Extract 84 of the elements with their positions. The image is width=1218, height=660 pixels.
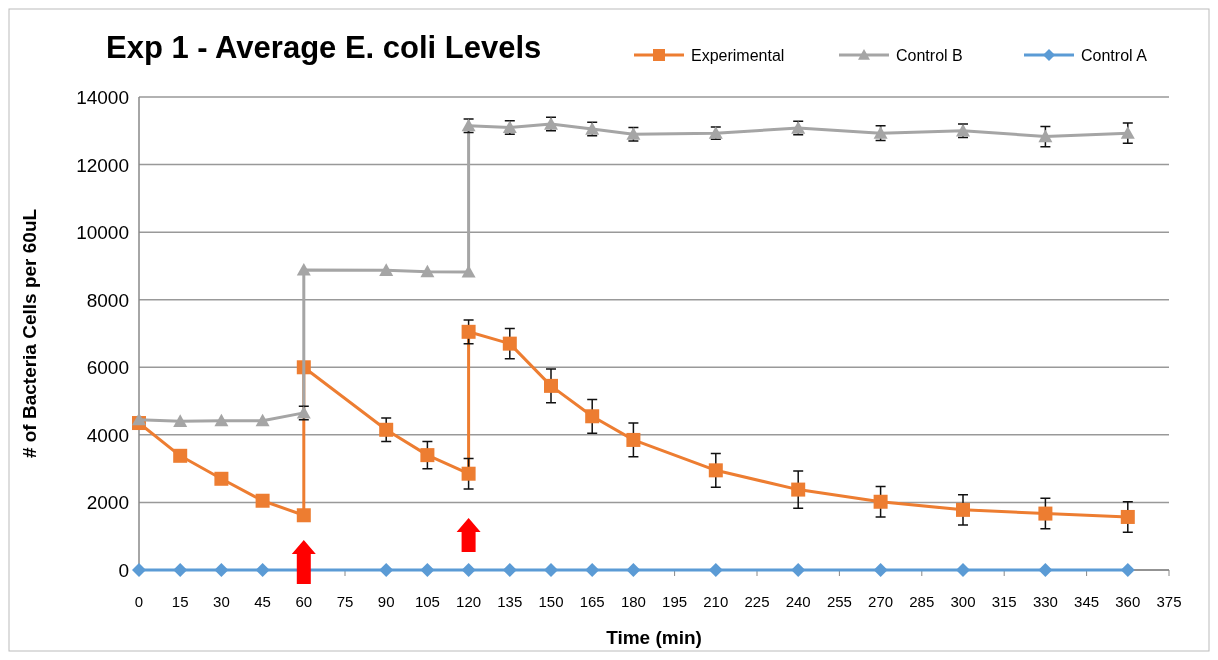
point	[956, 502, 970, 517]
legend-label: Control A	[1081, 47, 1148, 64]
point	[214, 471, 229, 486]
x-tick-label: 345	[1074, 593, 1100, 610]
x-tick-label: 195	[662, 593, 688, 610]
point	[214, 563, 229, 577]
x-tick-label: 135	[497, 593, 523, 610]
point	[461, 265, 476, 278]
point	[544, 378, 558, 393]
point	[296, 262, 311, 276]
x-tick-label: 120	[456, 593, 482, 610]
x-tick-label: 315	[991, 593, 1017, 610]
chart-title: Exp 1 - Average E. coli Levels	[106, 30, 542, 65]
point	[626, 563, 641, 577]
point	[173, 414, 188, 427]
point	[626, 432, 641, 447]
y-axis-title: # of Bacteria Cells per 60uL	[19, 208, 40, 459]
point	[296, 508, 311, 523]
y-tick-label: 0	[118, 560, 129, 581]
y-tick-label: 14000	[76, 87, 129, 108]
point	[420, 448, 435, 463]
point	[255, 563, 270, 577]
point	[461, 466, 476, 481]
point	[379, 422, 394, 437]
point	[1038, 129, 1053, 143]
y-tick-label: 12000	[76, 154, 129, 176]
point	[1120, 509, 1135, 524]
point	[1038, 563, 1053, 577]
x-tick-label: 0	[134, 593, 144, 610]
x-tick-label: 270	[868, 593, 894, 610]
point	[1120, 126, 1135, 139]
point	[461, 563, 476, 577]
point	[956, 563, 970, 577]
x-tick-label: 165	[579, 593, 605, 610]
point	[132, 563, 146, 577]
point	[1038, 506, 1053, 521]
legend-label: Experimental	[691, 47, 785, 64]
point	[585, 409, 600, 424]
point	[873, 494, 888, 509]
point	[255, 493, 270, 508]
x-tick-label: 375	[1156, 593, 1182, 610]
point	[461, 324, 476, 339]
point	[544, 563, 558, 577]
y-tick-label: 10000	[76, 222, 129, 244]
x-tick-label: 180	[620, 593, 646, 610]
point	[214, 413, 229, 427]
point	[173, 448, 188, 463]
x-tick-label: 30	[213, 593, 230, 610]
x-tick-label: 150	[538, 593, 564, 610]
point	[791, 482, 806, 497]
x-tick-label: 300	[950, 593, 976, 610]
x-tick-label: 75	[336, 593, 354, 610]
legend-label: Control B	[896, 47, 963, 64]
x-tick-label: 210	[703, 593, 729, 610]
x-tick-label: 255	[826, 593, 852, 610]
point	[502, 336, 517, 351]
x-tick-label: 105	[414, 593, 440, 610]
x-tick-label: 60	[295, 593, 313, 610]
point	[708, 463, 723, 478]
point	[420, 264, 435, 278]
x-axis-title: Time (min)	[606, 627, 702, 648]
y-tick-label: 4000	[86, 424, 129, 446]
point	[173, 563, 188, 577]
x-tick-label: 15	[171, 593, 189, 610]
x-tick-label: 285	[909, 593, 935, 610]
point	[420, 563, 435, 577]
x-tick-label: 240	[785, 593, 811, 610]
y-tick-label: 2000	[86, 492, 129, 514]
point	[791, 563, 806, 577]
point	[255, 413, 270, 427]
point	[502, 563, 517, 577]
point	[1120, 563, 1135, 577]
x-tick-label: 360	[1115, 593, 1141, 610]
x-tick-label: 330	[1032, 593, 1058, 610]
point	[873, 563, 888, 577]
x-tick-label: 225	[744, 593, 770, 610]
point	[379, 563, 394, 577]
point	[708, 563, 723, 577]
y-tick-label: 8000	[86, 289, 129, 311]
x-tick-label: 45	[254, 593, 271, 610]
x-tick-label: 90	[377, 593, 395, 610]
point	[585, 563, 600, 577]
y-tick-label: 6000	[86, 357, 129, 379]
point	[379, 263, 394, 276]
